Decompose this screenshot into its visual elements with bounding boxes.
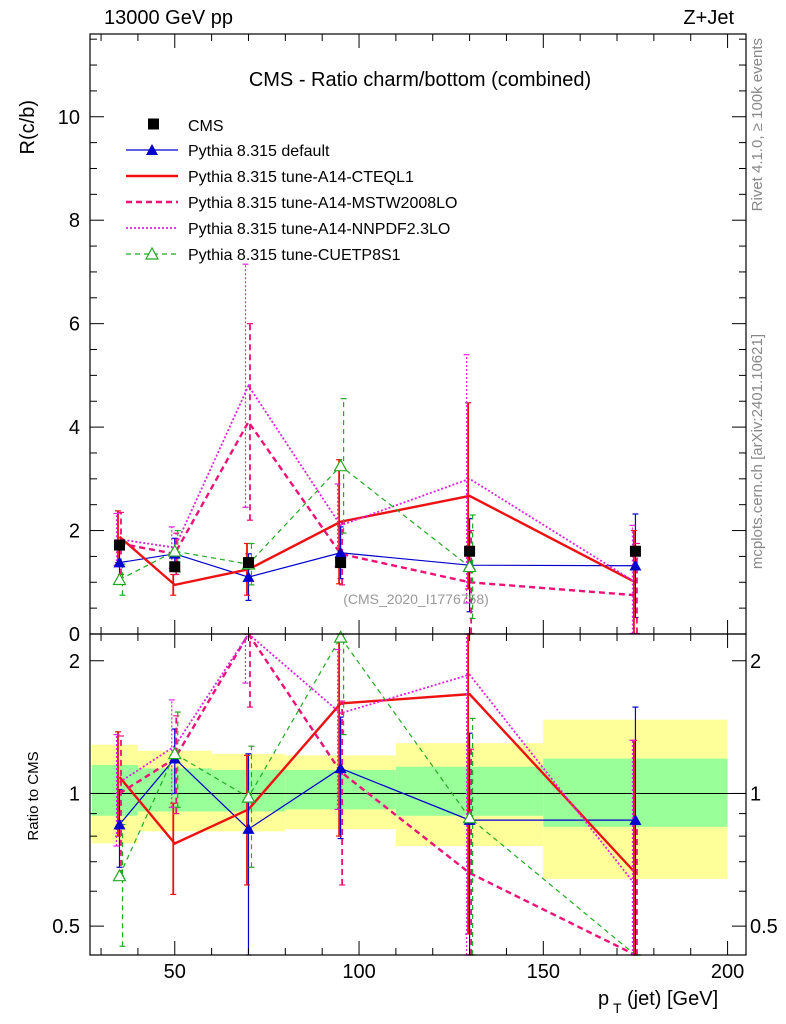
- top-ytick-label-2: 2: [69, 521, 80, 543]
- side-label-bottom: mcplots.cern.ch [arXiv:2401.10621]: [749, 334, 766, 569]
- bottom-y-label: Ratio to CMS: [25, 751, 42, 840]
- top-ytick-label-8: 8: [69, 210, 80, 232]
- legend-symbol-cms: [148, 118, 159, 130]
- top-chart-title: CMS - Ratio charm/bottom (combined): [249, 69, 591, 91]
- legend-label-2: Pythia 8.315 tune-A14-MSTW2008LO: [188, 195, 457, 212]
- bot-marker-4-3: [333, 630, 348, 643]
- bot-line-0: [119, 757, 636, 830]
- bot-marker-0-0: [113, 818, 126, 830]
- bot-ytick-label-right-2: 2: [750, 651, 761, 673]
- bot-ytick-label-left-0.5: 0.5: [52, 916, 80, 938]
- top-ytick-label-10: 10: [58, 107, 80, 129]
- bot-marker-4-2: [241, 790, 256, 803]
- legend-label-cms: CMS: [188, 118, 224, 135]
- legend-label-1: Pythia 8.315 tune-A14-CTEQL1: [188, 169, 414, 186]
- top-marker-0-5: [629, 559, 642, 571]
- legend-label-0: Pythia 8.315 default: [188, 143, 330, 160]
- top-marker-4-1: [167, 544, 182, 557]
- bottom-frame: [89, 633, 747, 956]
- x-tick-label-150: 150: [527, 961, 560, 983]
- side-label-top: Rivet 4.1.0, ≥ 100k events: [749, 38, 766, 211]
- bot-marker-0-2: [242, 823, 255, 834]
- top-marker-0-0: [113, 556, 126, 568]
- legend-label-3: Pythia 8.315 tune-A14-NNPDF2.3LO: [188, 221, 450, 238]
- cms-data-point-0: [113, 539, 125, 551]
- bot-ytick-label-right-1: 1: [750, 783, 761, 805]
- top-marker-4-4: [462, 559, 477, 573]
- bot-ytick-label-left-1: 1: [69, 783, 80, 805]
- top-marker-4-3: [333, 458, 348, 472]
- top-line-3: [119, 383, 636, 584]
- cms-data-point-4: [464, 545, 476, 557]
- legend-label-4: Pythia 8.315 tune-CUETP8S1: [188, 247, 401, 264]
- bot-marker-4-4: [462, 810, 477, 824]
- series-lines: [118, 383, 637, 955]
- markers: [112, 458, 642, 882]
- top-ytick-label-6: 6: [69, 314, 80, 336]
- x-axis-label-p: p: [598, 988, 609, 1010]
- bot-marker-0-5: [629, 814, 642, 825]
- bot-marker-4-1: [167, 746, 182, 760]
- top-line-2: [119, 419, 636, 597]
- top-marker-0-3: [334, 546, 347, 558]
- x-axis-label: p T (jet) [GeV]: [598, 988, 718, 1016]
- watermark-text: (CMS_2020_I1776758): [343, 591, 489, 607]
- x-axis-label-rest: (jet) [GeV]: [627, 988, 718, 1010]
- x-tick-label-200: 200: [711, 961, 744, 983]
- bot-line-4: [118, 636, 636, 955]
- top-marker-0-2: [242, 571, 255, 582]
- bot-line-1: [118, 692, 637, 874]
- cms-data-point-2: [242, 557, 254, 569]
- legend: CMS Pythia 8.315 default Pythia 8.315 tune…: [126, 118, 457, 264]
- cms-data-point-5: [629, 545, 641, 557]
- cms-data-point-3: [335, 557, 347, 569]
- top-marker-4-0: [112, 572, 127, 586]
- x-tick-label-50: 50: [164, 961, 186, 983]
- legend-marker-0: [146, 144, 158, 155]
- bot-ytick-label-left-2: 2: [69, 651, 80, 673]
- header-right: Z+Jet: [683, 7, 734, 29]
- top-line-0: [119, 552, 636, 578]
- bot-line-2: [118, 634, 636, 955]
- x-tick-label-100: 100: [342, 961, 375, 983]
- top-line-1: [118, 494, 636, 587]
- bot-marker-0-3: [334, 762, 347, 774]
- bot-ytick-label-right-0.5: 0.5: [750, 916, 778, 938]
- bot-marker-4-0: [112, 868, 127, 882]
- cms-data-point-1: [169, 561, 181, 573]
- header-left: 13000 GeV pp: [104, 7, 233, 29]
- axes: 50 100 150 200 0 2 4 6 8 10 0.5 0.5 1 1 2 2: [52, 33, 778, 983]
- legend-marker-4: [144, 246, 160, 260]
- top-y-label: R(c/b): [17, 100, 39, 154]
- top-ytick-label-0: 0: [69, 624, 80, 646]
- x-axis-label-sub: T: [613, 1000, 622, 1016]
- top-ytick-label-4: 4: [69, 417, 80, 439]
- bot-line-3: [118, 634, 637, 886]
